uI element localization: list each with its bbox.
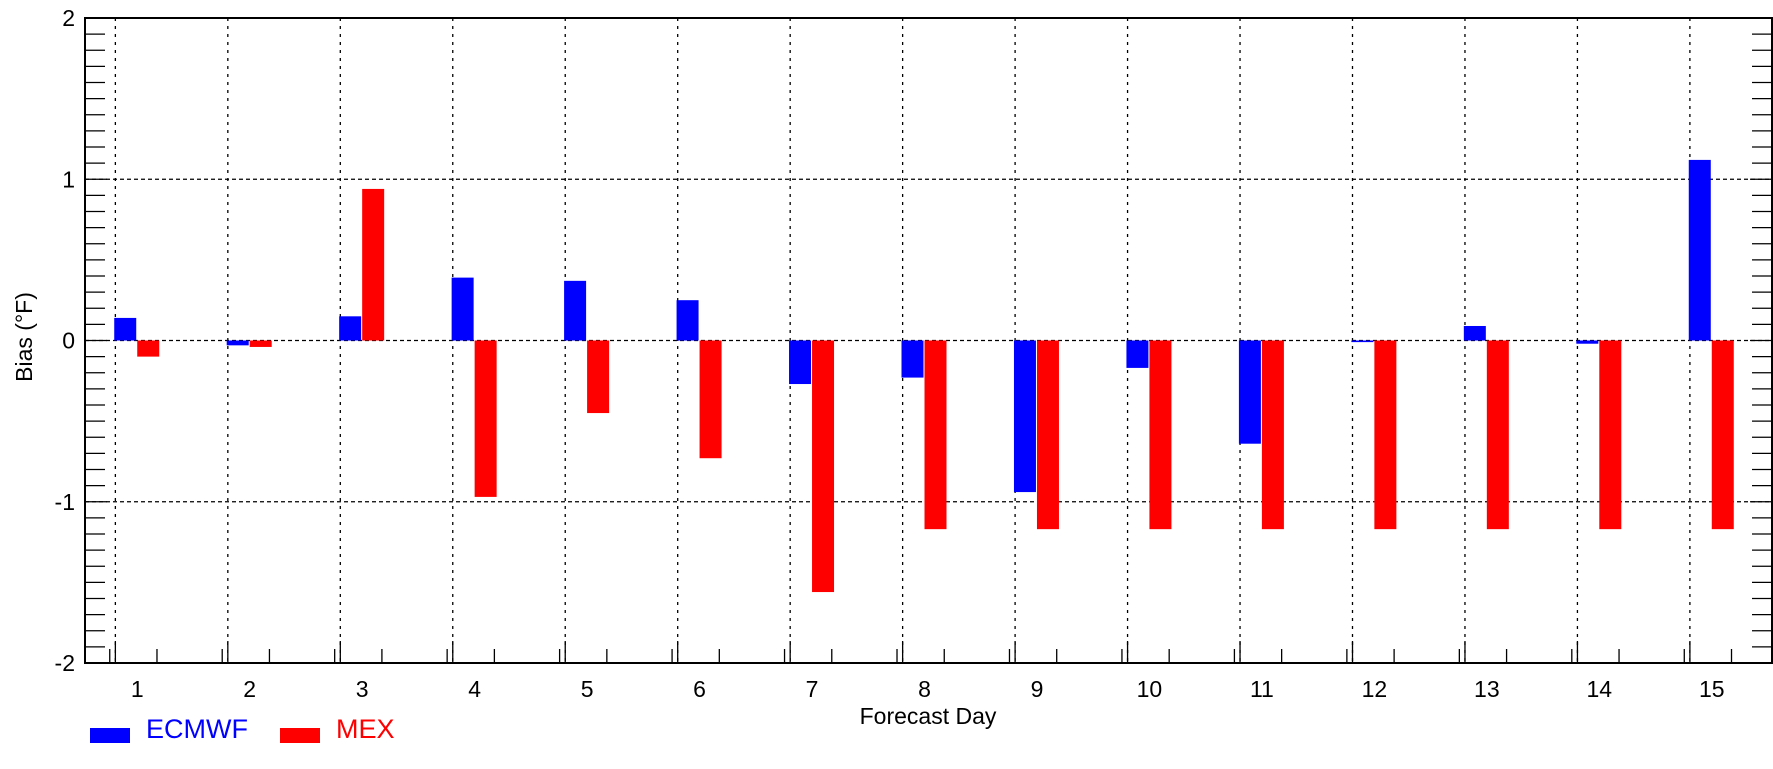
x-axis-label: Forecast Day xyxy=(860,703,997,729)
x-tick-label: 6 xyxy=(693,676,706,702)
bar-mex-day-5 xyxy=(587,340,610,414)
bar-ecmwf-day-9 xyxy=(1013,340,1036,493)
bar-ecmwf-day-2 xyxy=(226,340,249,346)
y-tick-label: -2 xyxy=(55,650,75,676)
x-tick-label: 8 xyxy=(918,676,931,702)
bar-mex-day-8 xyxy=(924,340,947,530)
bars xyxy=(114,159,1734,593)
legend: ECMWF MEX xyxy=(90,714,427,745)
x-tick-label: 7 xyxy=(806,676,819,702)
bar-mex-day-10 xyxy=(1149,340,1172,530)
bar-ecmwf-day-7 xyxy=(789,340,812,385)
bar-ecmwf-day-4 xyxy=(451,277,474,341)
y-tick-label: 0 xyxy=(62,328,75,354)
x-tick-label: 9 xyxy=(1031,676,1044,702)
y-axis-label: Bias (°F) xyxy=(11,292,37,382)
bar-ecmwf-day-6 xyxy=(676,300,699,341)
legend-label-ecmwf: ECMWF xyxy=(146,714,248,744)
legend-swatch-mex xyxy=(279,728,320,743)
bar-mex-day-13 xyxy=(1486,340,1509,530)
legend-label-mex: MEX xyxy=(335,714,395,744)
bar-mex-day-2 xyxy=(249,340,272,347)
bar-mex-day-7 xyxy=(812,340,835,593)
bar-ecmwf-day-10 xyxy=(1126,340,1149,368)
legend-item-ecmwf: ECMWF xyxy=(90,714,248,745)
x-tick-label: 2 xyxy=(243,676,256,702)
bar-ecmwf-day-12 xyxy=(1351,340,1374,343)
x-tick-label: 11 xyxy=(1250,676,1274,702)
x-tick-label: 15 xyxy=(1699,676,1725,702)
legend-swatch-ecmwf xyxy=(90,728,130,743)
x-tick-label: 1 xyxy=(131,676,144,702)
bar-mex-day-11 xyxy=(1261,340,1284,530)
bar-mex-day-15 xyxy=(1711,340,1734,530)
bar-mex-day-6 xyxy=(699,340,722,459)
x-tick-label: 13 xyxy=(1474,676,1500,702)
bar-ecmwf-day-13 xyxy=(1463,325,1486,341)
bar-ecmwf-day-8 xyxy=(901,340,924,378)
bar-ecmwf-day-14 xyxy=(1576,340,1599,344)
bar-mex-day-1 xyxy=(137,340,160,357)
legend-item-mex: MEX xyxy=(279,714,395,745)
bar-mex-day-14 xyxy=(1599,340,1622,530)
bar-mex-day-9 xyxy=(1036,340,1059,530)
bar-ecmwf-day-11 xyxy=(1238,340,1261,444)
x-tick-label: 3 xyxy=(356,676,369,702)
x-tick-label: 12 xyxy=(1362,676,1388,702)
bar-ecmwf-day-3 xyxy=(339,316,362,341)
x-tick-label: 4 xyxy=(468,676,481,702)
x-tick-label: 14 xyxy=(1587,676,1613,702)
bar-mex-day-4 xyxy=(474,340,497,497)
bar-ecmwf-day-5 xyxy=(564,280,587,341)
y-tick-label: -1 xyxy=(55,489,75,515)
bar-mex-day-3 xyxy=(362,188,385,341)
bar-ecmwf-day-1 xyxy=(114,317,137,341)
axis-ticks xyxy=(85,17,1772,664)
x-tick-label: 5 xyxy=(581,676,594,702)
y-tick-label: 1 xyxy=(62,166,75,192)
x-tick-label: 10 xyxy=(1137,676,1163,702)
bar-ecmwf-day-15 xyxy=(1688,159,1711,341)
y-tick-label: 2 xyxy=(62,5,75,31)
bar-mex-day-12 xyxy=(1374,340,1397,530)
